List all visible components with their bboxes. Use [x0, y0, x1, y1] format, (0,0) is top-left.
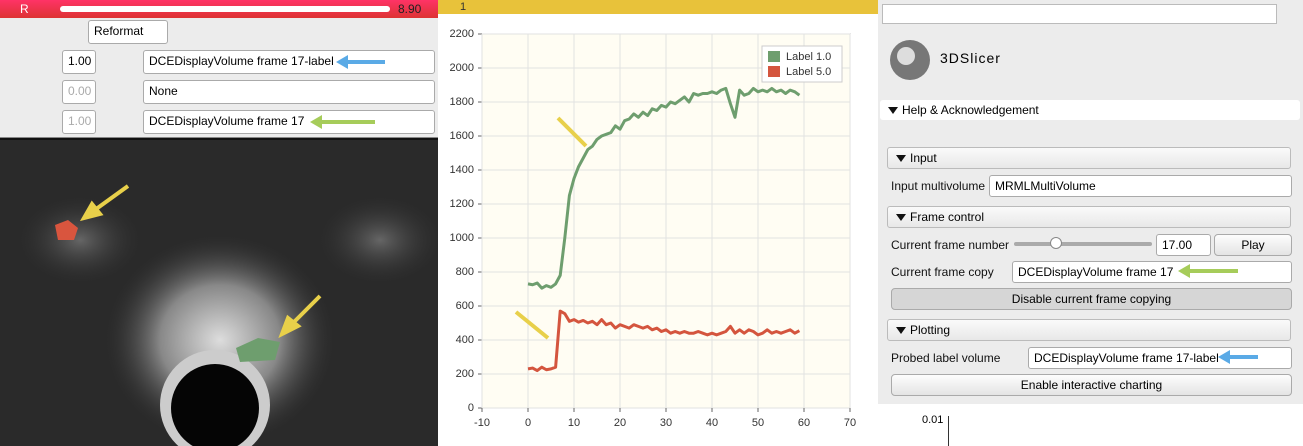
legend-swatch [768, 66, 780, 77]
series-line [527, 86, 801, 290]
layer-combo[interactable]: DCEDisplayVolume frame 17 [143, 110, 435, 134]
frame-section[interactable]: Frame control [887, 206, 1291, 228]
y-tick-label: 1600 [450, 130, 474, 142]
x-tick-label: 60 [798, 417, 810, 429]
logo-icon [890, 40, 930, 80]
y-tick-label: 1800 [450, 96, 474, 108]
chart-id: 1 [460, 1, 466, 13]
x-tick-label: 50 [752, 417, 764, 429]
layer-combo[interactable]: None [143, 80, 435, 104]
combo[interactable]: MRMLMultiVolume [989, 175, 1292, 197]
y-tick-label: 600 [456, 300, 474, 312]
mri-image [0, 140, 438, 446]
combo[interactable]: DCEDisplayVolume frame 17 [1012, 261, 1292, 283]
opacity[interactable]: 1.00 [62, 50, 96, 74]
arrows [1178, 264, 1258, 364]
combo[interactable]: DCEDisplayVolume frame 17-label [1028, 347, 1292, 369]
label: Probed label volume [891, 351, 1001, 365]
legend-label: Label 5.0 [786, 66, 831, 78]
x-tick-label: 20 [614, 417, 626, 429]
x-tick-label: -10 [474, 417, 490, 429]
chart: 1 02004006008001000120014001600180020002… [438, 0, 878, 446]
opacity[interactable]: 0.00 [62, 80, 96, 104]
plotting-section[interactable]: Plotting [887, 319, 1291, 341]
y-tick-label: 1000 [450, 232, 474, 244]
orientation: R [20, 2, 29, 16]
label: Current frame number [891, 238, 1010, 252]
mini-chart: 0.01 [878, 404, 1303, 446]
mini-tick: 0.01 [922, 414, 944, 426]
spinbox[interactable]: 17.00 [1156, 234, 1211, 256]
search-box[interactable] [882, 4, 1277, 24]
logo-text: 3DSlicer [940, 50, 1001, 66]
input-section[interactable]: Input [887, 147, 1291, 169]
legend-swatch [768, 51, 780, 62]
slider-handle[interactable] [1050, 237, 1062, 249]
y-tick-label: 2200 [450, 28, 474, 40]
y-tick-label: 0 [468, 402, 474, 414]
module-panel: 3DSlicer Help & Acknowledgement Input In… [878, 0, 1303, 446]
mode-combo[interactable]: Reformat [88, 20, 168, 44]
y-tick-label: 400 [456, 334, 474, 346]
y-tick-label: 1400 [450, 164, 474, 176]
x-tick-label: 30 [660, 417, 672, 429]
legend-label: Label 1.0 [786, 51, 831, 63]
label: Current frame copy [891, 265, 994, 279]
arrows [310, 55, 385, 129]
frame-slider[interactable] [1014, 242, 1152, 246]
disable-button[interactable]: Disable current frame copying [891, 288, 1292, 310]
chart-header [438, 0, 878, 14]
arrow [514, 310, 550, 340]
arrow [556, 116, 588, 148]
play-button[interactable]: Play [1214, 234, 1292, 256]
y-tick-label: 800 [456, 266, 474, 278]
label: Input multivolume [891, 179, 986, 193]
slice-viewer: R 8.90 Reformat 1.00 DCEDisplayVolume fr… [0, 0, 438, 446]
x-tick-label: 0 [525, 417, 531, 429]
mini-axis [948, 416, 949, 446]
x-tick-label: 70 [844, 417, 856, 429]
help-section[interactable]: Help & Acknowledgement [880, 100, 1300, 120]
x-tick-label: 10 [568, 417, 580, 429]
y-tick-label: 1200 [450, 198, 474, 210]
x-tick-label: 40 [706, 417, 718, 429]
slice-controls: Reformat 1.00 DCEDisplayVolume frame 17-… [0, 18, 438, 138]
series-line [527, 309, 801, 373]
y-tick-label: 2000 [450, 62, 474, 74]
enable-button[interactable]: Enable interactive charting [891, 374, 1292, 396]
opacity[interactable]: 1.00 [62, 110, 96, 134]
offset-value: 8.90 [398, 2, 422, 16]
layer-combo[interactable]: DCEDisplayVolume frame 17-label [143, 50, 435, 74]
offset-slider[interactable] [60, 6, 390, 12]
slice-header: R 8.90 [0, 0, 438, 18]
y-tick-label: 200 [456, 368, 474, 380]
